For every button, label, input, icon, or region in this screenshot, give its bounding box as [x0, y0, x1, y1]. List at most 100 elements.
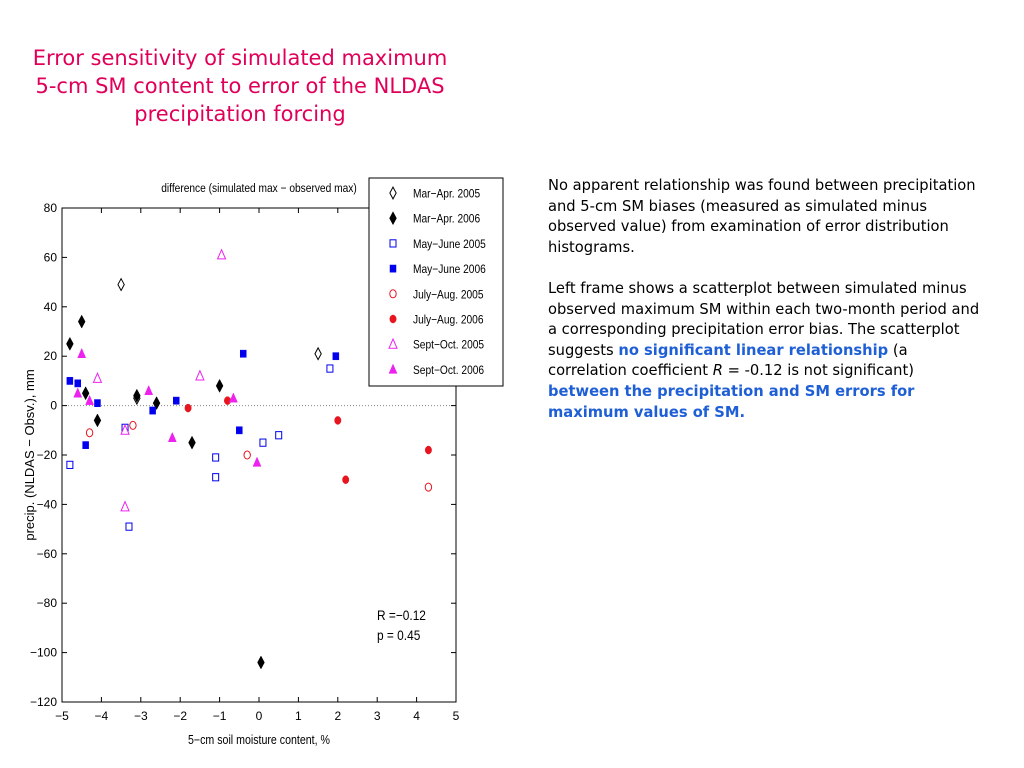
data-point-series-4	[424, 482, 433, 492]
x-tick-label: −2	[173, 709, 187, 723]
x-axis-label: 5−cm soil moisture content, %	[188, 733, 330, 747]
data-point-series-2	[125, 522, 133, 531]
data-point-series-1	[215, 378, 224, 393]
data-point-series-1	[188, 435, 196, 450]
data-point-series-2	[66, 460, 74, 469]
body-text: No apparent relationship was found betwe…	[548, 176, 988, 444]
y-tick-label: 0	[50, 399, 57, 413]
highlight-between-errors: between the precipitation and SM errors …	[548, 382, 915, 421]
highlight-no-significant: no significant linear relationship	[618, 341, 889, 359]
data-point-series-7	[85, 394, 94, 405]
legend-box	[368, 177, 504, 387]
y-tick-label: −20	[37, 448, 58, 462]
y-tick-label: −40	[37, 497, 58, 511]
legend-label: Sept−Oct. 2006	[413, 364, 484, 377]
x-tick-label: 4	[413, 709, 420, 723]
data-point-series-6	[216, 248, 227, 260]
data-point-series-2	[326, 364, 334, 373]
data-point-series-4	[129, 420, 137, 430]
data-point-series-2	[212, 473, 220, 482]
legend-marker	[389, 239, 397, 248]
data-point-series-5	[424, 445, 432, 455]
legend-label: July−Aug. 2006	[413, 314, 484, 327]
stats-annotation: p = 0.45	[377, 627, 420, 643]
data-point-series-7	[167, 431, 177, 442]
data-point-series-3	[239, 349, 247, 358]
data-point-series-3	[66, 377, 74, 385]
data-point-series-6	[195, 369, 205, 381]
paragraph-2: Left frame shows a scatterplot between s…	[548, 279, 988, 423]
data-point-series-6	[92, 371, 103, 383]
legend-marker	[389, 264, 397, 273]
legend-label: Mar−Apr. 2006	[413, 213, 480, 226]
r-symbol: R	[712, 362, 723, 380]
data-point-series-4	[85, 428, 94, 438]
legend-label: May−June 2005	[413, 238, 486, 251]
x-tick-label: −1	[213, 709, 227, 723]
y-tick-label: −120	[30, 695, 57, 709]
x-tick-label: −5	[55, 709, 69, 723]
title-line-2: 5-cm SM content to error of the NLDAS	[35, 74, 445, 98]
data-point-series-2	[259, 438, 267, 447]
x-tick-label: 5	[453, 709, 460, 723]
legend-marker	[388, 363, 398, 374]
legend-label: July−Aug. 2005	[413, 289, 484, 302]
legend-marker	[389, 186, 397, 200]
y-tick-label: −100	[30, 646, 57, 660]
data-point-series-6	[120, 423, 130, 435]
y-tick-label: 40	[44, 300, 58, 314]
data-point-series-7	[252, 456, 262, 467]
data-point-series-3	[332, 352, 340, 361]
data-point-series-5	[334, 416, 342, 425]
data-point-series-6	[120, 500, 130, 512]
scatter-chart-svg: −5 −4 −3 −2 −1 0 1 2 3 4 5 −120 −100 −80 −60 −40 −20 0 20 4…	[22, 177, 504, 747]
legend-marker	[389, 211, 397, 226]
paragraph-2-part-2: (a correlation coefficient	[548, 341, 908, 380]
x-tick-label: 1	[295, 709, 302, 723]
slide-title: Error sensitivity of simulated maximum 5…	[10, 44, 470, 128]
legend-label: May−June 2006	[413, 263, 486, 276]
data-point-series-5	[342, 475, 350, 484]
data-point-series-1	[152, 396, 161, 411]
data-point-series-5	[224, 396, 231, 405]
legend-marker	[389, 289, 397, 299]
paragraph-2-part-1: Left frame shows a scatterplot between s…	[548, 279, 980, 359]
x-tick-label: 3	[374, 709, 381, 723]
data-point-series-2	[212, 453, 220, 462]
data-point-series-5	[184, 403, 192, 413]
x-tick-label: 0	[256, 709, 263, 723]
legend-marker	[388, 337, 398, 349]
data-point-series-1	[257, 655, 265, 670]
y-tick-label: −60	[37, 547, 58, 561]
legend-label: Sept−Oct. 2005	[413, 339, 484, 352]
data-point-series-1	[81, 386, 90, 401]
data-point-series-3	[94, 399, 101, 407]
data-point-series-7	[73, 387, 83, 398]
data-point-series-7	[229, 392, 238, 403]
stats-annotation: R =−0.12	[377, 607, 426, 623]
y-axis-label: precip. (NLDAS − Obsv.), mm	[22, 369, 37, 540]
data-point-series-7	[144, 384, 154, 396]
data-point-series-3	[173, 396, 180, 405]
data-point-series-2	[275, 431, 283, 440]
y-tick-label: −80	[37, 596, 58, 610]
data-point-series-0	[314, 346, 322, 361]
data-point-series-1	[66, 336, 74, 351]
x-tick-label: 2	[334, 709, 341, 723]
data-point-series-1	[77, 314, 86, 329]
data-point-series-3	[149, 406, 156, 415]
paragraph-1: No apparent relationship was found betwe…	[548, 177, 976, 256]
data-point-series-0	[117, 277, 125, 292]
data-point-series-1	[93, 413, 102, 428]
legend-label: Mar−Apr. 2005	[413, 188, 480, 201]
y-tick-label: 60	[44, 250, 58, 264]
legend-marker	[389, 314, 397, 324]
data-point-series-3	[74, 379, 82, 388]
y-tick-label: 20	[44, 349, 58, 363]
title-line-1: Error sensitivity of simulated maximum	[32, 46, 448, 70]
data-point-series-4	[243, 450, 251, 460]
x-tick-label: −3	[134, 709, 148, 723]
data-point-series-1	[133, 388, 141, 403]
paragraph-2-part-3: = -0.12 is not significant)	[722, 362, 914, 380]
x-tick-label: −4	[95, 709, 109, 723]
